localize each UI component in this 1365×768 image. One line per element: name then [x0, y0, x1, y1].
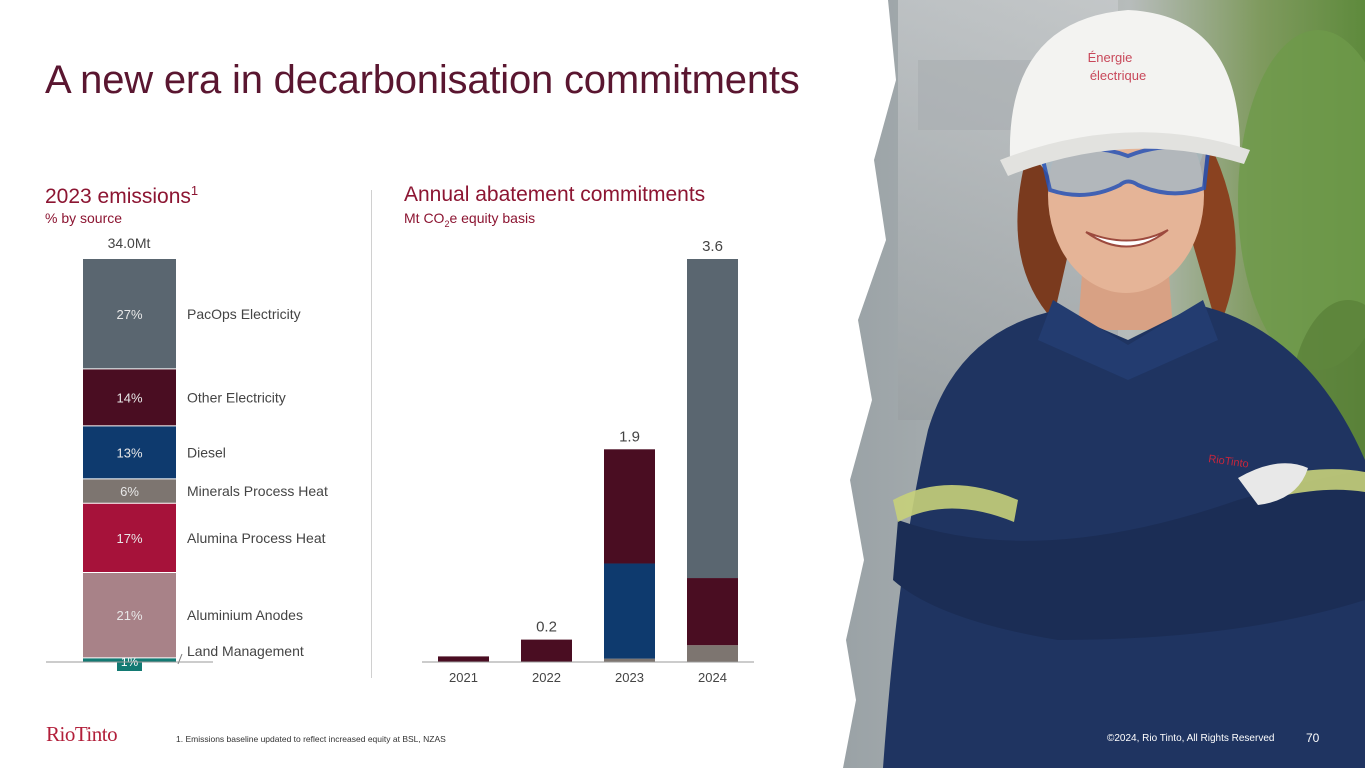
bar-segment-pacops-electricity	[83, 259, 176, 369]
safety-glasses	[1040, 144, 1211, 197]
bar-segment-aluminium-anodes	[83, 572, 176, 658]
abatement-bar-segment	[687, 645, 738, 662]
x-tick-label: 2023	[615, 670, 644, 685]
bar-segment-diesel	[83, 425, 176, 479]
abatement-total-label: 3.6	[702, 238, 723, 255]
segment-value-label: 14%	[116, 390, 142, 405]
reflective-stripe-left	[893, 485, 1018, 522]
segment-category-label: Other Electricity	[187, 389, 286, 405]
abatement-bar-segment	[604, 449, 655, 564]
abatement-subtitle-sub: 2	[444, 218, 450, 229]
abatement-stacked-bar-chart: 2021 0.2 2022 1.9 2023 3.6 2024	[422, 238, 754, 685]
emissions-title: 2023 emissions1	[45, 183, 198, 209]
smile	[1085, 229, 1169, 248]
footnote-marker: 1	[190, 183, 199, 198]
emissions-total-label: 34.0Mt	[108, 235, 151, 251]
segment-category-label: PacOps Electricity	[187, 306, 301, 322]
emissions-title-text: 2023 emissions	[45, 185, 191, 208]
footnote: 1. Emissions baseline updated to reflect…	[176, 734, 446, 744]
page-number: 70	[1306, 731, 1320, 745]
bar-segment-minerals-process-heat	[83, 478, 176, 504]
segment-category-label: Aluminium Anodes	[187, 607, 303, 623]
abatement-total-label: 1.9	[619, 428, 640, 445]
abatement-bar-segment	[438, 656, 489, 662]
segment-category-label: Land Management	[187, 643, 304, 659]
rio-tinto-logo: RioTinto	[46, 722, 118, 746]
segment-value-label: 17%	[116, 531, 142, 546]
x-tick-label: 2024	[698, 670, 727, 685]
segment-category-label: Diesel	[187, 444, 226, 460]
helmet-text-line1: Énergie	[1088, 50, 1133, 65]
x-tick-label: 2022	[532, 670, 561, 685]
copyright-notice: ©2024, Rio Tinto, All Rights Reserved	[1107, 733, 1275, 744]
helmet-text-line2: électrique	[1090, 68, 1146, 83]
segment-value-label: 27%	[116, 307, 142, 322]
hard-hat	[1009, 10, 1240, 158]
slide-title: A new era in decarbonisation commitments	[45, 58, 800, 102]
x-tick-label: 2021	[449, 670, 478, 685]
panel-divider	[371, 190, 372, 678]
emissions-subtitle: % by source	[45, 210, 123, 226]
segment-value-label: 21%	[116, 608, 142, 623]
bar-segment-alumina-process-heat	[83, 503, 176, 573]
segment-category-label: Alumina Process Heat	[187, 530, 326, 546]
hard-hat-brim	[1000, 132, 1250, 176]
segment-value-label: 6%	[120, 484, 139, 499]
abatement-total-label: 0.2	[536, 619, 557, 636]
crossed-arms	[893, 470, 1365, 640]
jacket-logo-text: RioTinto	[1208, 453, 1250, 471]
segment-value-label: 13%	[116, 445, 142, 460]
collar	[1038, 300, 1218, 380]
abatement-bar-segment	[687, 578, 738, 646]
glove	[1238, 463, 1308, 505]
abatement-bar-segment	[604, 658, 655, 662]
abatement-bar-segment	[687, 259, 738, 579]
abatement-subtitle-post: e equity basis	[449, 210, 536, 226]
abatement-subtitle-pre: Mt CO	[404, 210, 445, 226]
abatement-subtitle: Mt CO2e equity basis	[404, 210, 535, 229]
abatement-title: Annual abatement commitments	[404, 183, 706, 206]
abatement-bar-segment	[604, 563, 655, 659]
tree-foliage	[1238, 30, 1365, 370]
abatement-bar-segment	[521, 639, 572, 662]
worker-photo: Énergie électrique RioTinto	[843, 0, 1365, 768]
segment-category-label: Minerals Process Heat	[187, 483, 328, 499]
bar-segment-other-electricity	[83, 368, 176, 426]
